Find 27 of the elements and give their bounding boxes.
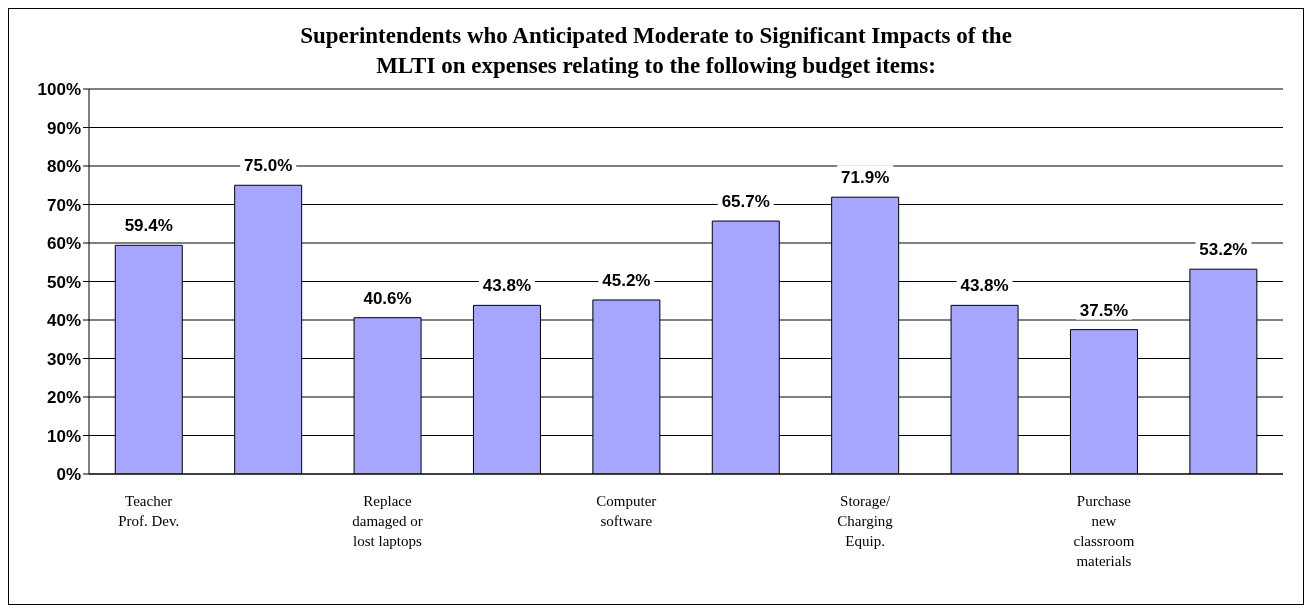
y-tick-label: 40% [46, 311, 81, 331]
y-tick-label: 20% [46, 388, 81, 408]
data-label: 53.2% [1199, 240, 1248, 260]
data-label: 43.8% [482, 276, 532, 296]
data-label: 37.5% [1079, 300, 1129, 320]
y-tick-label: 90% [46, 118, 81, 138]
x-tick-label: Purchase new classroom materials [1073, 493, 1135, 569]
data-label: 59.4% [124, 216, 173, 236]
y-tick-label: 0% [56, 465, 81, 485]
data-label: 71.9% [841, 168, 890, 188]
data-label: 40.6% [363, 288, 412, 308]
y-tick-label: 60% [46, 234, 81, 254]
data-label: 65.7% [721, 192, 770, 212]
y-tick-label: 10% [46, 426, 81, 446]
x-tick-label: Replace damaged or lost laptops [352, 493, 423, 549]
y-tick-label: 30% [46, 349, 81, 369]
y-tick-label: 100% [37, 80, 81, 100]
y-tick-label: 50% [46, 272, 81, 292]
data-label: 43.8% [960, 276, 1009, 296]
x-tick-label: Teacher Prof. Dev. [118, 493, 180, 529]
y-tick-label: 70% [46, 195, 81, 215]
data-label: 75.0% [244, 156, 293, 176]
x-tick-label: Computer software [596, 493, 657, 529]
chart-title: Superintendents who Anticipated Moderate to Significant Impacts of the MLTI on expenses relating to the following budget items: [299, 22, 1013, 80]
x-tick-label: Storage/ Charging Equip. [837, 493, 894, 549]
data-label: 45.2% [602, 270, 651, 290]
y-tick-label: 80% [46, 157, 81, 177]
